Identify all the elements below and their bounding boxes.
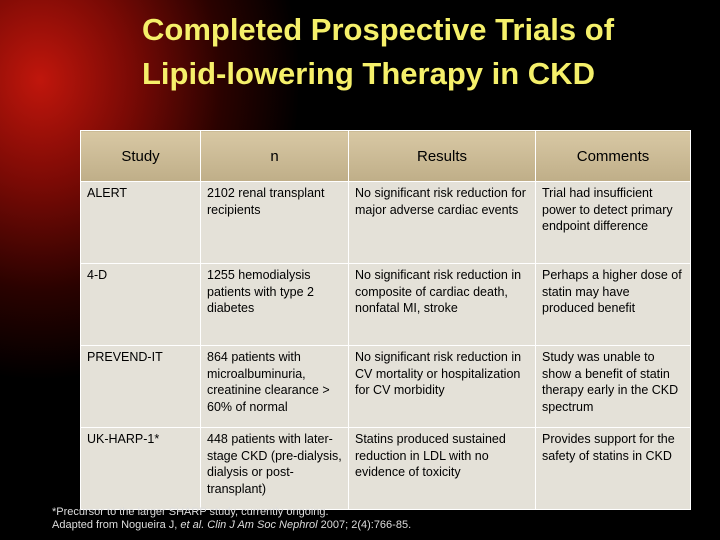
- table-cell: 864 patients with microalbuminuria, crea…: [200, 345, 349, 428]
- trials-table: Study n Results Comments ALERT 2102 renal tr…: [80, 130, 691, 510]
- table-cell: 4-D: [80, 263, 201, 346]
- column-header: Results: [348, 130, 536, 182]
- table-cell: No significant risk reduction in CV mort…: [348, 345, 536, 428]
- source-text: Adapted from Nogueira J,: [52, 519, 181, 531]
- table-cell: 2102 renal transplant recipients: [200, 181, 349, 264]
- table-cell: ALERT: [80, 181, 201, 264]
- footnote: *Precursor to the larger SHARP study, cu…: [52, 506, 329, 518]
- column-header: n: [200, 130, 349, 182]
- column-header: Comments: [535, 130, 691, 182]
- table-cell: 448 patients with later-stage CKD (pre-d…: [200, 427, 349, 510]
- header-row: Study n Results Comments: [80, 130, 691, 182]
- column-header: Study: [80, 130, 201, 182]
- source-journal: et al. Clin J Am Soc Nephrol: [180, 519, 318, 531]
- title-line: Completed Prospective Trials of: [142, 12, 615, 47]
- table-cell: Study was unable to show a benefit of st…: [535, 345, 691, 428]
- table-cell: No significant risk reduction for major …: [348, 181, 536, 264]
- title-line: Lipid-lowering Therapy in CKD: [142, 56, 595, 91]
- table-cell: Trial had insufficient power to detect p…: [535, 181, 691, 264]
- table-row: PREVEND-IT 864 patients with microalbumin…: [80, 345, 691, 428]
- table-row: 4-D 1255 hemodialysis patients with type …: [80, 263, 691, 346]
- table-row: ALERT 2102 renal transplant recipients No …: [80, 181, 691, 264]
- source-text: 2007; 2(4):766-85.: [317, 519, 412, 531]
- title: Completed Prospective Trials of Lipid-low…: [142, 8, 702, 96]
- table-cell: PREVEND-IT: [80, 345, 201, 428]
- table-row: UK-HARP-1* 448 patients with later-stage …: [80, 427, 691, 510]
- table-cell: No significant risk reduction in composi…: [348, 263, 536, 346]
- table-cell: Perhaps a higher dose of statin may have…: [535, 263, 691, 346]
- table-cell: Provides support for the safety of stati…: [535, 427, 691, 510]
- table-cell: Statins produced sustained reduction in …: [348, 427, 536, 510]
- footnotes: *Precursor to the larger SHARP study, cu…: [52, 506, 411, 532]
- source: Adapted from Nogueira J, et al. Clin J A…: [52, 519, 411, 532]
- table-body: ALERT 2102 renal transplant recipients No …: [80, 181, 691, 510]
- table-cell: 1255 hemodialysis patients with type 2 d…: [200, 263, 349, 346]
- table-cell: UK-HARP-1*: [80, 427, 201, 510]
